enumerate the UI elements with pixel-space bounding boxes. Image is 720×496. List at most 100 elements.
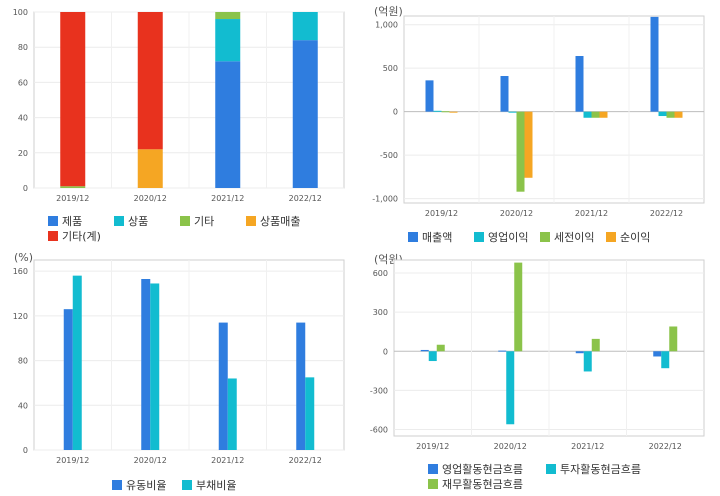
legend-label: 투자활동현금흐름 [560, 463, 641, 476]
bar-재무활동현금흐름 [669, 326, 678, 352]
legend-swatch [48, 231, 58, 241]
legend-swatch [474, 232, 484, 242]
bar-세전이익 [591, 111, 600, 118]
y-tick-label: 40 [18, 401, 28, 410]
legend-label: 부채비율 [196, 479, 237, 492]
legend-label: 기타(계) [62, 230, 101, 243]
bar-유동비율 [141, 279, 151, 450]
legend-swatch [540, 232, 550, 242]
legend-label: 상품 [128, 215, 149, 228]
legend-swatch [428, 479, 438, 489]
bar-재무활동현금흐름 [436, 344, 445, 352]
legend-item: 영업활동현금흐름 [428, 461, 523, 477]
y-tick-label: -500 [380, 151, 398, 160]
bar-기타(계) [137, 12, 163, 150]
legend-label: 제품 [62, 215, 83, 228]
composition-chart: 0 20 40 60 80 100 2019/12 2020/12 2021/12 2022/12 [13, 8, 345, 203]
legend-swatch [428, 464, 438, 474]
bar-매출액 [650, 16, 659, 112]
income-chart-panel: (억원) 1,000 500 0 -500 -1,000 2019/12 2020/12 20… [360, 0, 720, 248]
composition-chart-panel: 0 20 40 60 80 100 2019/12 2020/12 2021/12 2022/12… [0, 0, 360, 248]
bar-세전이익 [666, 111, 675, 118]
legend-label: 기타 [194, 215, 215, 228]
y-tick-label: 100 [13, 8, 28, 17]
legend-label: 재무활동현금흐름 [442, 478, 523, 491]
legend-item: 영업이익 [474, 229, 528, 245]
legend-label: 순이익 [620, 231, 651, 244]
y-tick-label: 0 [383, 347, 388, 356]
x-tick-label: 2022/12 [289, 456, 322, 465]
bar-투자활동현금흐름 [506, 351, 515, 425]
income-unit-label: (억원) [374, 5, 403, 18]
legend-swatch [606, 232, 616, 242]
x-tick-label: 2020/12 [134, 194, 167, 203]
bar-순이익 [524, 111, 533, 178]
bar-부채비율 [72, 275, 82, 450]
bar-세전이익 [516, 111, 525, 192]
x-tick-label: 2019/12 [56, 456, 89, 465]
y-tick-label: 0 [393, 108, 398, 117]
legend-item: 상품매출 [246, 213, 300, 229]
income-chart: 1,000 500 0 -500 -1,000 2019/12 2020/12 2021/12… [372, 15, 705, 218]
x-tick-label: 2020/12 [500, 209, 533, 218]
bar-기타(계) [60, 12, 86, 187]
bar-상품 [292, 12, 318, 41]
legend-swatch [180, 216, 190, 226]
legend-item: 제품 [48, 213, 82, 229]
bar-투자활동현금흐름 [583, 351, 592, 372]
legend-item: 매출액 [408, 229, 452, 245]
legend-swatch [182, 480, 192, 490]
legend-item: 기타 [180, 213, 214, 229]
x-tick-label: 2019/12 [425, 209, 458, 218]
bar-기타 [215, 12, 241, 20]
legend-item: 세전이익 [540, 229, 594, 245]
legend-item: 상품 [114, 213, 148, 229]
x-tick-label: 2021/12 [211, 456, 244, 465]
y-tick-label: 600 [373, 269, 388, 278]
y-tick-label: 0 [23, 446, 28, 455]
bar-영업이익 [433, 110, 442, 112]
legend-swatch [48, 216, 58, 226]
bar-부채비율 [227, 378, 237, 450]
ratio-chart-panel: (%) 0 40 80 120 160 2019/12 2020/12 2021/12 2022… [0, 248, 360, 496]
income-legend: 매출액 영업이익 세전이익 순이익 [408, 229, 708, 245]
legend-label: 유동비율 [126, 479, 167, 492]
legend-item: 유동비율 [112, 477, 166, 493]
x-tick-label: 2021/12 [571, 442, 604, 451]
cashflow-chart-panel: (억원) 600 300 0 -300 -600 2019/12 2020/12 2021/1… [360, 248, 720, 496]
y-tick-label: -600 [370, 425, 388, 434]
bar-영업활동현금흐름 [575, 351, 584, 354]
y-tick-label: 20 [18, 149, 28, 158]
x-tick-label: 2020/12 [134, 456, 167, 465]
bar-투자활동현금흐름 [661, 351, 670, 369]
bar-상품 [215, 19, 241, 62]
legend-item: 기타(계) [48, 228, 101, 244]
y-tick-label: -300 [370, 386, 388, 395]
legend-swatch [114, 216, 124, 226]
bar-유동비율 [63, 309, 73, 450]
legend-item: 투자활동현금흐름 [546, 461, 641, 477]
cashflow-chart: 600 300 0 -300 -600 2019/12 2020/12 2021/12 2022… [370, 259, 705, 451]
y-tick-label: 160 [13, 267, 28, 276]
bar-영업활동현금흐름 [653, 351, 662, 357]
bar-부채비율 [150, 283, 160, 450]
legend-item: 순이익 [606, 229, 650, 245]
legend-item: 부채비율 [182, 477, 236, 493]
ratio-legend: 유동비율 부채비율 [112, 477, 332, 493]
y-tick-label: 1,000 [375, 21, 398, 30]
bar-유동비율 [296, 322, 306, 450]
bar-기타 [60, 186, 86, 188]
bar-상품매출 [137, 149, 163, 188]
legend-item: 재무활동현금흐름 [428, 476, 523, 492]
x-tick-label: 2019/12 [56, 194, 89, 203]
bar-영업이익 [658, 111, 667, 117]
bar-매출액 [500, 76, 509, 112]
bar-영업이익 [508, 111, 517, 113]
bar-영업이익 [583, 111, 592, 118]
y-tick-label: 60 [18, 78, 28, 87]
bar-영업활동현금흐름 [420, 349, 429, 352]
legend-swatch [546, 464, 556, 474]
y-tick-label: -1,000 [372, 195, 398, 204]
